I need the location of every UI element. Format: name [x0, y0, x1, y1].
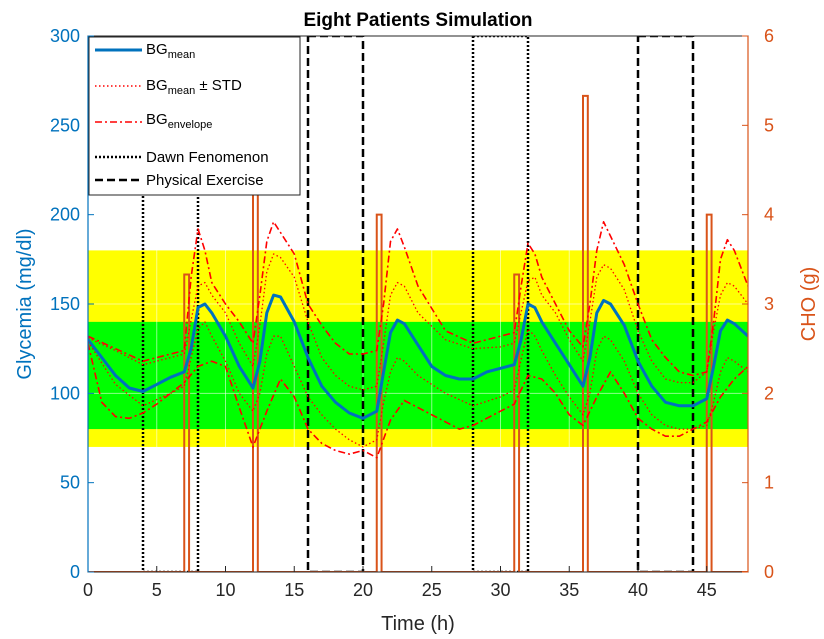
x-tick-label: 15 [284, 580, 304, 600]
right-axis-ticks: 0 1 2 3 4 5 6 [742, 26, 774, 582]
x-tick-label: 5 [152, 580, 162, 600]
physical-exercise-region [306, 36, 365, 572]
dawn-phenomenon-region [471, 36, 530, 572]
x-tick-label: 30 [490, 580, 510, 600]
left-tick-label: 200 [50, 205, 80, 225]
legend-label-std: BGmean ± STD [146, 77, 242, 97]
left-axis-ticks: 0 50 100 150 200 250 300 [50, 26, 94, 582]
right-tick-label: 6 [764, 26, 774, 46]
bg-envelope-min-line [88, 343, 748, 459]
left-tick-label: 0 [70, 562, 80, 582]
bg-std-upper-line [88, 253, 748, 391]
x-tick-label: 20 [353, 580, 373, 600]
right-tick-label: 3 [764, 294, 774, 314]
x-axis-ticks: 0 5 10 15 20 25 30 35 40 45 [83, 566, 717, 600]
right-tick-label: 4 [764, 205, 774, 225]
glucose-series [88, 221, 748, 459]
legend-label-exercise: Physical Exercise [146, 172, 264, 189]
x-tick-label: 25 [422, 580, 442, 600]
bg-envelope-max-line [88, 221, 748, 377]
left-tick-label: 250 [50, 115, 80, 135]
right-tick-label: 2 [764, 383, 774, 403]
legend: BGmean BGmean ± STD BGenvelope Dawn Feno… [88, 36, 301, 196]
bg-mean-line [88, 293, 748, 420]
x-tick-label: 10 [215, 580, 235, 600]
chart-title: Eight Patients Simulation [303, 10, 532, 31]
bg-std-lower-line [88, 321, 748, 448]
left-axis-label: Glycemia (mg/dl) [14, 228, 36, 379]
x-tick-label: 35 [559, 580, 579, 600]
right-tick-label: 5 [764, 115, 774, 135]
left-tick-label: 50 [60, 473, 80, 493]
left-tick-label: 100 [50, 383, 80, 403]
right-axis-label: CHO (g) [798, 267, 820, 341]
left-tick-label: 300 [50, 26, 80, 46]
right-tick-label: 0 [764, 562, 774, 582]
dawn-phenomenon-region [141, 36, 200, 572]
right-tick-label: 1 [764, 473, 774, 493]
target-bands [88, 250, 748, 447]
legend-label-dawn: Dawn Fenomenon [146, 149, 269, 166]
x-axis-label: Time (h) [381, 613, 455, 635]
legend-label-envelope: BGenvelope [146, 111, 212, 131]
legend-box [88, 36, 301, 196]
x-tick-label: 45 [697, 580, 717, 600]
x-tick-label: 0 [83, 580, 93, 600]
left-tick-label: 150 [50, 294, 80, 314]
legend-label-mean: BGmean [146, 41, 195, 61]
x-tick-label: 40 [628, 580, 648, 600]
